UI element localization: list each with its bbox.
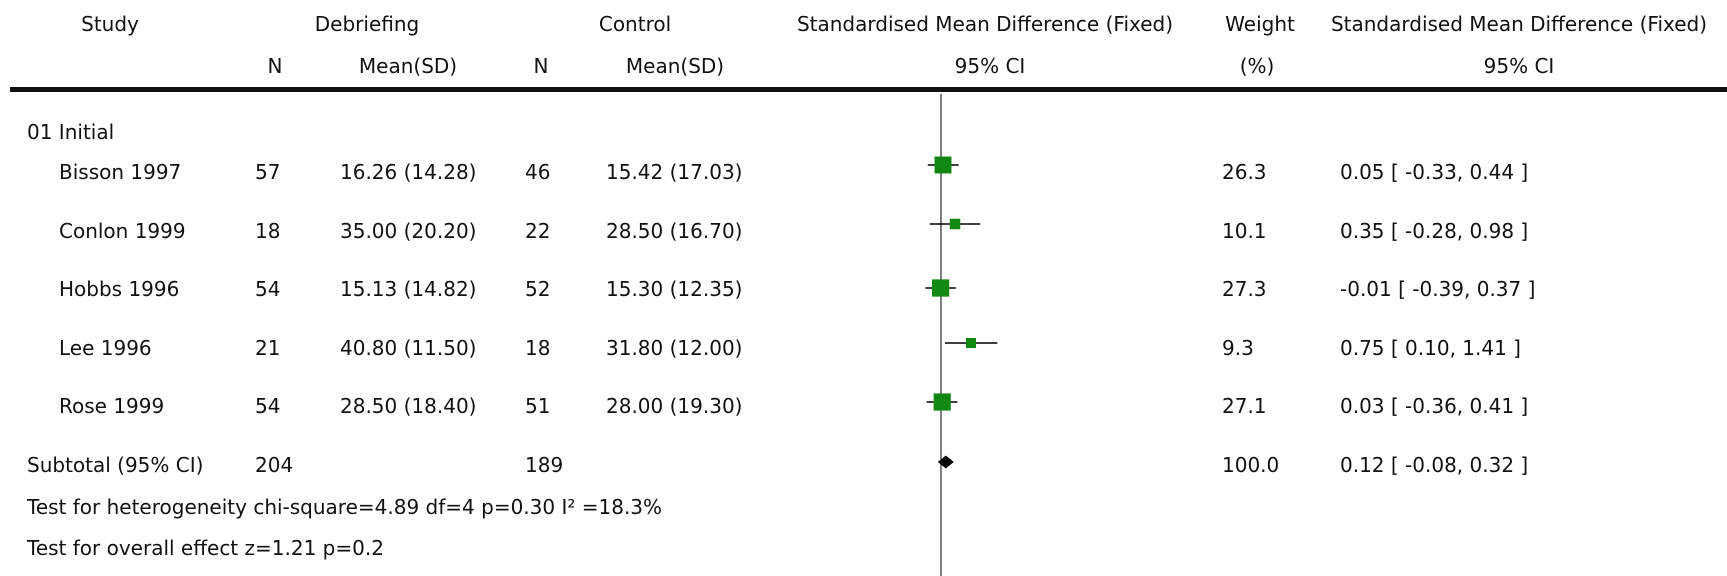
- study-name: Hobbs 1996: [59, 277, 180, 301]
- control-n: 46: [525, 160, 551, 184]
- subtotal-control-n: 189: [525, 453, 564, 477]
- pooled-diamond: [937, 455, 954, 469]
- weight-value: 27.3: [1222, 277, 1267, 301]
- effect-plot-header: Standardised Mean Difference (Fixed): [796, 12, 1174, 36]
- heterogeneity-test: Test for heterogeneity chi-square=4.89 d…: [27, 495, 663, 519]
- debriefing-n-header: N: [267, 54, 283, 78]
- study-name: Conlon 1999: [59, 219, 186, 243]
- weight-value: 26.3: [1222, 160, 1267, 184]
- weight-header: Weight: [1225, 12, 1295, 36]
- control-header: Control: [598, 12, 672, 36]
- debriefing-mean-sd: 16.26 (14.28): [340, 160, 477, 184]
- control-n: 18: [525, 336, 551, 360]
- study-header: Study: [81, 12, 139, 36]
- weight-unit-header: (%): [1239, 54, 1275, 78]
- subtotal-ci-value: 0.12 [ -0.08, 0.32 ]: [1340, 453, 1529, 477]
- effect-plot-ci-header: 95% CI: [954, 54, 1026, 78]
- control-n: 22: [525, 219, 551, 243]
- debriefing-n: 54: [255, 277, 281, 301]
- debriefing-mean-sd: 40.80 (11.50): [340, 336, 477, 360]
- debriefing-header: Debriefing: [314, 12, 420, 36]
- control-mean-sd: 28.00 (19.30): [606, 394, 743, 418]
- point-estimate: [965, 337, 977, 349]
- debriefing-n: 54: [255, 394, 281, 418]
- effect-ci-value: 0.35 [ -0.28, 0.98 ]: [1340, 219, 1529, 243]
- study-name: Rose 1999: [59, 394, 165, 418]
- debriefing-mean-sd: 28.50 (18.40): [340, 394, 477, 418]
- effect-ci-value: 0.03 [ -0.36, 0.41 ]: [1340, 394, 1529, 418]
- point-estimate: [949, 218, 961, 230]
- debriefing-mean-header: Mean(SD): [358, 54, 458, 78]
- weight-value: 10.1: [1222, 219, 1267, 243]
- effect-result-header: Standardised Mean Difference (Fixed): [1330, 12, 1708, 36]
- effect-ci-value: 0.75 [ 0.10, 1.41 ]: [1340, 336, 1521, 360]
- effect-ci-value: -0.01 [ -0.39, 0.37 ]: [1340, 277, 1536, 301]
- control-n-header: N: [533, 54, 549, 78]
- control-mean-sd: 15.42 (17.03): [606, 160, 743, 184]
- control-n: 51: [525, 394, 551, 418]
- group-label: 01 Initial: [27, 120, 115, 144]
- study-name: Lee 1996: [59, 336, 152, 360]
- debriefing-n: 57: [255, 160, 281, 184]
- effect-result-ci-header: 95% CI: [1483, 54, 1555, 78]
- weight-value: 27.1: [1222, 394, 1267, 418]
- header-rule: [10, 87, 1727, 92]
- subtotal-weight: 100.0: [1222, 453, 1280, 477]
- debriefing-n: 21: [255, 336, 281, 360]
- control-mean-sd: 31.80 (12.00): [606, 336, 743, 360]
- subtotal-debriefing-n: 204: [255, 453, 294, 477]
- control-mean-header: Mean(SD): [625, 54, 725, 78]
- debriefing-n: 18: [255, 219, 281, 243]
- point-estimate: [931, 279, 950, 297]
- study-name: Bisson 1997: [59, 160, 182, 184]
- control-mean-sd: 15.30 (12.35): [606, 277, 743, 301]
- debriefing-mean-sd: 15.13 (14.82): [340, 277, 477, 301]
- debriefing-mean-sd: 35.00 (20.20): [340, 219, 477, 243]
- control-mean-sd: 28.50 (16.70): [606, 219, 743, 243]
- overall-effect-test: Test for overall effect z=1.21 p=0.2: [27, 536, 384, 560]
- point-estimate: [933, 393, 951, 411]
- effect-ci-value: 0.05 [ -0.33, 0.44 ]: [1340, 160, 1529, 184]
- point-estimate: [934, 156, 952, 174]
- control-n: 52: [525, 277, 551, 301]
- subtotal-label: Subtotal (95% CI): [27, 453, 204, 477]
- weight-value: 9.3: [1222, 336, 1254, 360]
